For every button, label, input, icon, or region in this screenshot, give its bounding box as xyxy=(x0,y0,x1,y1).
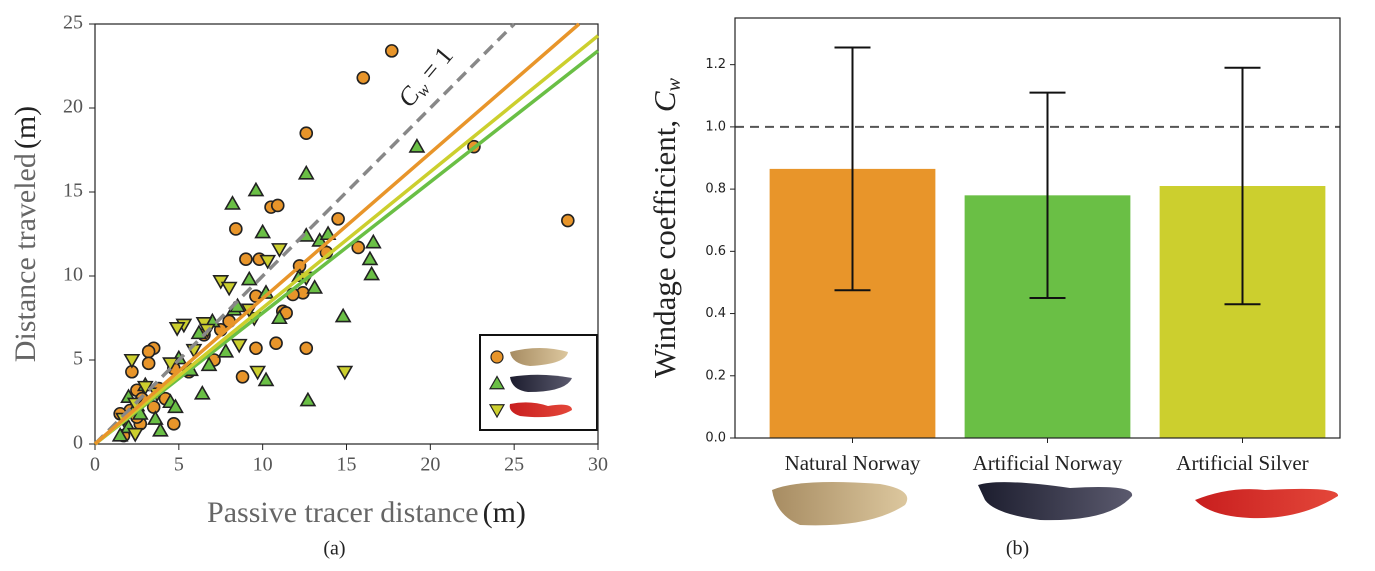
y-tick-label: 0.8 xyxy=(705,182,726,197)
point xyxy=(168,418,180,430)
y-axis-label-symbol: C xyxy=(647,91,682,112)
point xyxy=(153,424,167,436)
point xyxy=(386,45,398,57)
x-tick-label: Natural Norway xyxy=(785,451,921,475)
y-tick-label: 25 xyxy=(63,12,83,34)
x-tick-label: 25 xyxy=(504,454,524,476)
point xyxy=(410,140,424,152)
annotation: Cw = 1 xyxy=(392,41,460,114)
y-axis-label-subscript: w xyxy=(663,77,685,91)
point xyxy=(143,346,155,358)
x-tick-label: 15 xyxy=(337,454,357,476)
y-tick-label: 1.2 xyxy=(705,57,726,72)
point xyxy=(338,367,352,379)
caption: (a) xyxy=(323,538,345,560)
point xyxy=(250,342,262,354)
point xyxy=(270,337,282,349)
figure: 0 5 10 15 20 25 30 0 5 10 15 20 25 Cw = 1 Passive trac… xyxy=(0,0,1375,571)
point xyxy=(195,387,209,399)
point xyxy=(300,127,312,139)
x-axis-label-unit: (m) xyxy=(483,496,526,529)
point xyxy=(301,393,315,405)
point xyxy=(366,235,380,247)
leaf-image xyxy=(772,482,907,525)
bar-panel: 0.0 0.2 0.4 0.6 0.8 1.0 1.2 Natural Norway Artif… xyxy=(647,18,1340,560)
y-tick-label: 5 xyxy=(73,348,83,370)
x-axis-label-text: Passive tracer distance xyxy=(207,496,479,529)
y-tick-label: 10 xyxy=(63,264,83,286)
y-axis-label: Windage coefficient, Cw xyxy=(647,77,684,378)
leaf-image xyxy=(1195,489,1338,518)
y-axis-label-unit: (m) xyxy=(9,106,42,149)
point xyxy=(336,309,350,321)
scatter-panel: 0 5 10 15 20 25 30 0 5 10 15 20 25 Cw = 1 Passive trac… xyxy=(9,12,608,560)
leaf-image xyxy=(978,482,1132,520)
point xyxy=(242,272,256,284)
point xyxy=(365,267,379,279)
point xyxy=(240,253,252,265)
point xyxy=(251,367,265,379)
y-tick-label: 0 xyxy=(73,432,83,454)
fit-line xyxy=(95,24,514,444)
y-tick-label: 15 xyxy=(63,180,83,202)
x-tick-label: 0 xyxy=(90,454,100,476)
point xyxy=(237,371,249,383)
point xyxy=(300,342,312,354)
x-tick-label: 5 xyxy=(174,454,184,476)
x-tick-label: 10 xyxy=(253,454,273,476)
point xyxy=(128,429,142,441)
y-tick-label: 1.0 xyxy=(705,119,726,134)
y-axis-label-text: Distance traveled xyxy=(9,153,42,362)
point xyxy=(222,283,236,295)
x-tick-label: Artificial Silver xyxy=(1176,451,1308,475)
point xyxy=(272,199,284,211)
point xyxy=(143,357,155,369)
point xyxy=(125,355,139,367)
x-tick-label: Artificial Norway xyxy=(973,451,1123,475)
point xyxy=(562,215,574,227)
y-tick-label: 0.6 xyxy=(705,244,726,259)
x-axis-label: Passive tracer distance(m) xyxy=(207,496,526,529)
point xyxy=(308,281,322,293)
y-axis-label-text: Windage coefficient, xyxy=(647,112,682,378)
point xyxy=(256,225,270,237)
legend-marker xyxy=(491,351,503,363)
point xyxy=(225,197,239,209)
point xyxy=(363,252,377,264)
point xyxy=(357,72,369,84)
y-tick-label: 20 xyxy=(63,96,83,118)
point xyxy=(249,183,263,195)
y-axis-label: Distance traveled (m) xyxy=(9,106,42,362)
point xyxy=(259,373,273,385)
point xyxy=(299,167,313,179)
point xyxy=(230,223,242,235)
x-tick-label: 30 xyxy=(588,454,608,476)
y-tick-label: 0.2 xyxy=(705,368,726,383)
y-tick-label: 0.0 xyxy=(705,431,726,446)
point xyxy=(332,213,344,225)
x-tick-label: 20 xyxy=(420,454,440,476)
y-tick-label: 0.4 xyxy=(705,306,726,321)
caption: (b) xyxy=(1006,538,1029,560)
point xyxy=(232,340,246,352)
